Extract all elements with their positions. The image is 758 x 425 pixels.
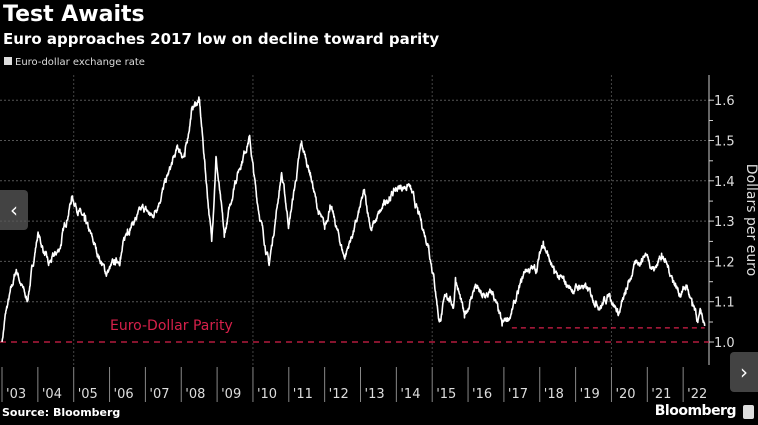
x-tick-label: '18 xyxy=(544,387,564,402)
x-tick-label: '08 xyxy=(185,387,205,402)
x-tick-label: '06 xyxy=(114,387,134,402)
y-tick-label: 1.0 xyxy=(714,336,735,351)
x-tick-label: '03 xyxy=(6,387,26,402)
x-tick-label: '21 xyxy=(651,387,671,402)
x-tick-label: '07 xyxy=(149,387,169,402)
x-tick-label: '17 xyxy=(508,387,528,402)
x-tick-label: '15 xyxy=(436,387,456,402)
legend-swatch xyxy=(4,57,12,65)
y-axis-label: Dollars per euro xyxy=(743,163,758,277)
x-tick-label: '09 xyxy=(221,387,241,402)
carousel-prev-button[interactable]: ‹ xyxy=(0,190,28,230)
y-tick-label: 1.1 xyxy=(714,296,735,311)
legend-label: Euro-dollar exchange rate xyxy=(15,57,145,68)
chart-title: Test Awaits xyxy=(3,2,145,27)
x-tick-label: '12 xyxy=(329,387,349,402)
source-note: Source: Bloomberg xyxy=(2,406,121,419)
x-tick-label: '04 xyxy=(42,387,62,402)
legend: Euro-dollar exchange rate xyxy=(4,57,145,68)
carousel-next-button[interactable]: › xyxy=(730,352,758,392)
x-tick-label: '20 xyxy=(615,387,635,402)
chart-subtitle: Euro approaches 2017 low on decline towa… xyxy=(3,30,440,48)
x-tick-label: '11 xyxy=(293,387,313,402)
bloomberg-icon xyxy=(743,405,754,419)
y-tick-label: 1.4 xyxy=(714,175,735,190)
x-tick-label: '19 xyxy=(580,387,600,402)
x-tick-label: '16 xyxy=(472,387,492,402)
bloomberg-logo: Bloomberg xyxy=(654,403,737,419)
x-tick-label: '14 xyxy=(400,387,420,402)
euro-dollar-line xyxy=(1,96,706,343)
x-tick-label: '22 xyxy=(687,387,707,402)
y-tick-label: 1.5 xyxy=(714,135,735,150)
y-tick-label: 1.6 xyxy=(714,94,735,109)
chevron-right-icon: › xyxy=(740,360,748,384)
x-tick-label: '05 xyxy=(78,387,98,402)
y-tick-label: 1.2 xyxy=(714,255,735,270)
x-tick-label: '10 xyxy=(257,387,277,402)
y-tick-label: 1.3 xyxy=(714,215,735,230)
chevron-left-icon: ‹ xyxy=(10,198,18,222)
x-tick-label: '13 xyxy=(365,387,385,402)
parity-label: Euro-Dollar Parity xyxy=(110,318,233,334)
